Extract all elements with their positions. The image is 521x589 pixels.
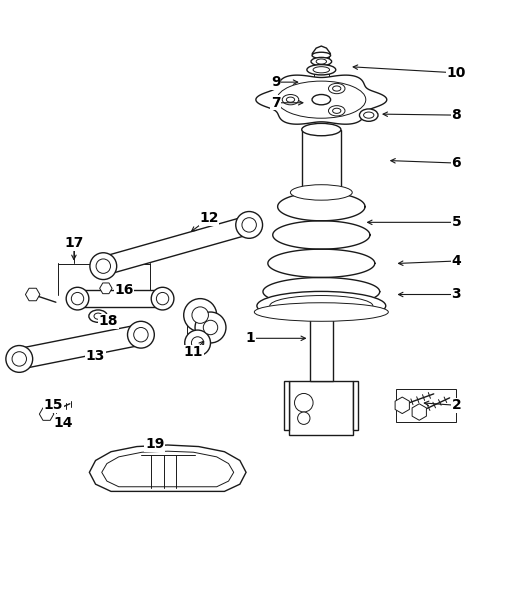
Ellipse shape — [254, 303, 388, 322]
Text: 19: 19 — [145, 437, 165, 451]
Text: 9: 9 — [271, 75, 281, 89]
Ellipse shape — [71, 292, 84, 305]
Polygon shape — [353, 381, 358, 429]
Ellipse shape — [302, 186, 341, 198]
Polygon shape — [188, 324, 224, 334]
Ellipse shape — [6, 346, 33, 372]
Polygon shape — [17, 325, 143, 369]
Polygon shape — [312, 46, 331, 54]
Ellipse shape — [66, 287, 89, 310]
Ellipse shape — [313, 67, 330, 73]
Ellipse shape — [151, 287, 174, 310]
Ellipse shape — [96, 259, 110, 273]
Text: 8: 8 — [452, 108, 461, 122]
Circle shape — [191, 337, 204, 349]
Ellipse shape — [302, 123, 341, 135]
Text: 10: 10 — [446, 66, 466, 80]
Circle shape — [184, 299, 217, 332]
Ellipse shape — [128, 322, 154, 348]
Polygon shape — [40, 408, 54, 421]
Ellipse shape — [364, 112, 374, 118]
Polygon shape — [100, 283, 112, 294]
Ellipse shape — [270, 296, 373, 316]
Text: 4: 4 — [452, 254, 461, 268]
Polygon shape — [90, 445, 246, 491]
Text: 3: 3 — [452, 287, 461, 302]
Polygon shape — [78, 290, 163, 307]
Polygon shape — [395, 397, 410, 413]
Text: 5: 5 — [452, 216, 461, 229]
Ellipse shape — [359, 109, 378, 121]
Ellipse shape — [236, 211, 263, 239]
Text: 15: 15 — [44, 398, 63, 412]
Polygon shape — [412, 404, 426, 421]
Text: 18: 18 — [98, 315, 118, 328]
Text: 17: 17 — [64, 236, 83, 250]
Text: 2: 2 — [452, 398, 461, 412]
Ellipse shape — [312, 52, 331, 58]
Polygon shape — [289, 381, 353, 435]
Text: 6: 6 — [452, 156, 461, 170]
Ellipse shape — [89, 310, 107, 322]
Ellipse shape — [134, 327, 148, 342]
Polygon shape — [302, 130, 341, 193]
Ellipse shape — [94, 313, 102, 319]
Ellipse shape — [316, 59, 327, 64]
Circle shape — [192, 307, 208, 323]
Circle shape — [294, 393, 313, 412]
Circle shape — [203, 320, 218, 335]
Ellipse shape — [277, 81, 366, 118]
Ellipse shape — [332, 86, 341, 91]
Text: 16: 16 — [114, 283, 133, 297]
Polygon shape — [310, 309, 333, 381]
Circle shape — [195, 312, 226, 343]
Ellipse shape — [312, 94, 331, 105]
Ellipse shape — [328, 105, 345, 116]
Ellipse shape — [282, 94, 299, 105]
Text: 1: 1 — [245, 332, 255, 345]
Ellipse shape — [242, 218, 256, 232]
Text: 12: 12 — [199, 211, 219, 225]
Ellipse shape — [311, 57, 332, 65]
Ellipse shape — [307, 65, 336, 75]
Circle shape — [297, 412, 310, 425]
Text: 7: 7 — [271, 96, 281, 110]
Text: 13: 13 — [86, 349, 105, 363]
Ellipse shape — [328, 84, 345, 94]
Polygon shape — [101, 216, 252, 275]
Ellipse shape — [156, 292, 169, 305]
Ellipse shape — [90, 253, 117, 280]
Ellipse shape — [290, 185, 352, 200]
Text: 11: 11 — [184, 345, 203, 359]
Polygon shape — [284, 381, 289, 429]
Ellipse shape — [12, 352, 27, 366]
Ellipse shape — [332, 108, 341, 113]
Polygon shape — [256, 75, 387, 124]
Circle shape — [185, 330, 210, 356]
Ellipse shape — [257, 292, 386, 320]
Ellipse shape — [287, 97, 294, 102]
Text: 14: 14 — [54, 416, 73, 431]
Polygon shape — [26, 288, 40, 301]
